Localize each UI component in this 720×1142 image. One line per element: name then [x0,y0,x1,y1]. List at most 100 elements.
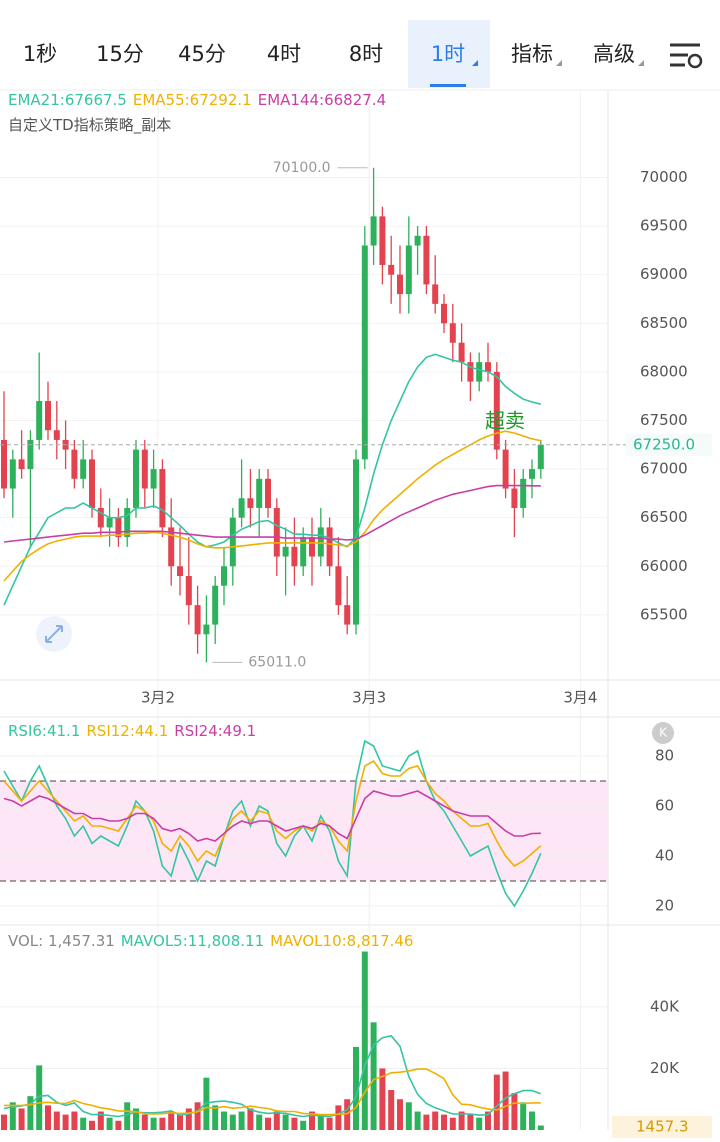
tab[interactable]: 15分 [96,42,144,66]
volume-bar [115,1120,122,1130]
candle-body [9,459,16,489]
candle-body [423,235,430,285]
y-tick-label: 20K [650,1059,680,1077]
y-tick-label: 66000 [640,557,688,575]
volume-bar [423,1114,430,1130]
candle-body [379,216,386,265]
y-tick-label: 65500 [640,605,688,623]
y-tick-label: 66500 [640,508,688,526]
candle-body [300,537,307,567]
vol-badge [612,1116,712,1138]
volume-bar [89,1120,95,1130]
volume-bar [493,1074,500,1130]
volume-bar [53,1111,60,1130]
candle-body [432,284,439,304]
volume-bar [414,1111,421,1130]
candle-body [168,527,175,567]
volume-bar [159,1117,166,1130]
y-tick-label: 40K [650,997,680,1015]
tab[interactable]: 4时 [267,42,301,66]
candle-body [71,449,78,479]
candle-body [36,401,43,440]
candle-body [221,566,227,586]
volume-bar [177,1114,183,1130]
candle-body [238,498,245,518]
y-tick-label: 69000 [640,265,688,283]
candle-body [1,439,7,489]
settings-icon[interactable] [670,43,703,69]
collapse-icon[interactable] [652,722,674,744]
ema-line [3,353,541,606]
candle-body [124,507,131,538]
tab[interactable]: 8时 [349,42,383,66]
candle-body [159,469,166,528]
candle-body [291,546,298,567]
volume-bar [45,1105,51,1130]
y-tick-label: 20 [655,897,674,915]
dropdown-caret [638,60,644,66]
mavol-line [3,1034,542,1118]
rsi-legend-item: RSI6:41.1 [8,722,81,740]
candle-body [106,517,113,528]
y-tick-label: 60 [655,797,674,815]
candle-body [361,245,368,460]
volume-bar [80,1117,87,1130]
expand-icon [45,625,63,643]
last-price-badge [626,433,712,456]
volume-bar [511,1093,518,1130]
candle-body [185,575,192,606]
y-tick-label: 67000 [640,460,688,478]
ema-legend-item: EMA144:66827.4 [257,91,387,109]
volume-bar [27,1096,34,1130]
volume-bar [529,1111,535,1130]
volume-bar [361,951,368,1130]
volume-bar [97,1111,104,1130]
candle-body [326,527,333,567]
volume-bar [344,1099,351,1130]
tab[interactable]: 高级 [593,42,635,66]
candle-body [18,459,25,470]
candle-body [256,478,263,508]
tab[interactable]: 45分 [178,42,226,66]
volume-bar [106,1117,113,1130]
candle-body [344,605,351,625]
x-tick-label: 3月3 [352,689,386,707]
tab[interactable]: 指标 [511,42,553,66]
volume-bar [9,1102,16,1130]
high-label: 70100.0 [273,160,331,176]
candle-body [317,527,324,557]
active-tab-bg [408,20,490,88]
volume-bar [221,1111,227,1130]
candle-body [194,605,201,635]
tab[interactable]: 1秒 [23,42,57,66]
candle-body [476,362,483,382]
volume-bar [300,1120,307,1130]
x-tick-label: 3月4 [563,689,597,707]
volume-bar [229,1114,236,1130]
volume-bar [309,1111,315,1130]
tab[interactable]: 1时 [431,42,465,66]
candle-body [150,469,157,489]
candle-body [511,488,518,508]
volume-bar [273,1111,280,1130]
volume-bar [397,1099,403,1130]
y-tick-label: 40 [655,847,674,865]
candle-body [133,449,139,508]
collapse-icon-glyph: K [659,726,668,740]
volume-bar [62,1114,69,1130]
dropdown-caret [472,60,478,66]
ema-line [3,430,541,582]
volume-bar [432,1111,439,1130]
candle-body [335,566,342,606]
volume-bar [441,1114,447,1130]
volume-bar [212,1105,219,1130]
volume-bar [124,1102,131,1130]
volume-bar [185,1108,192,1130]
volume-bar [265,1117,271,1130]
candle-body [467,362,474,382]
volume-bar [379,1068,386,1130]
candle-body [203,624,210,635]
candle-body [537,444,544,470]
candle-body [97,507,104,528]
